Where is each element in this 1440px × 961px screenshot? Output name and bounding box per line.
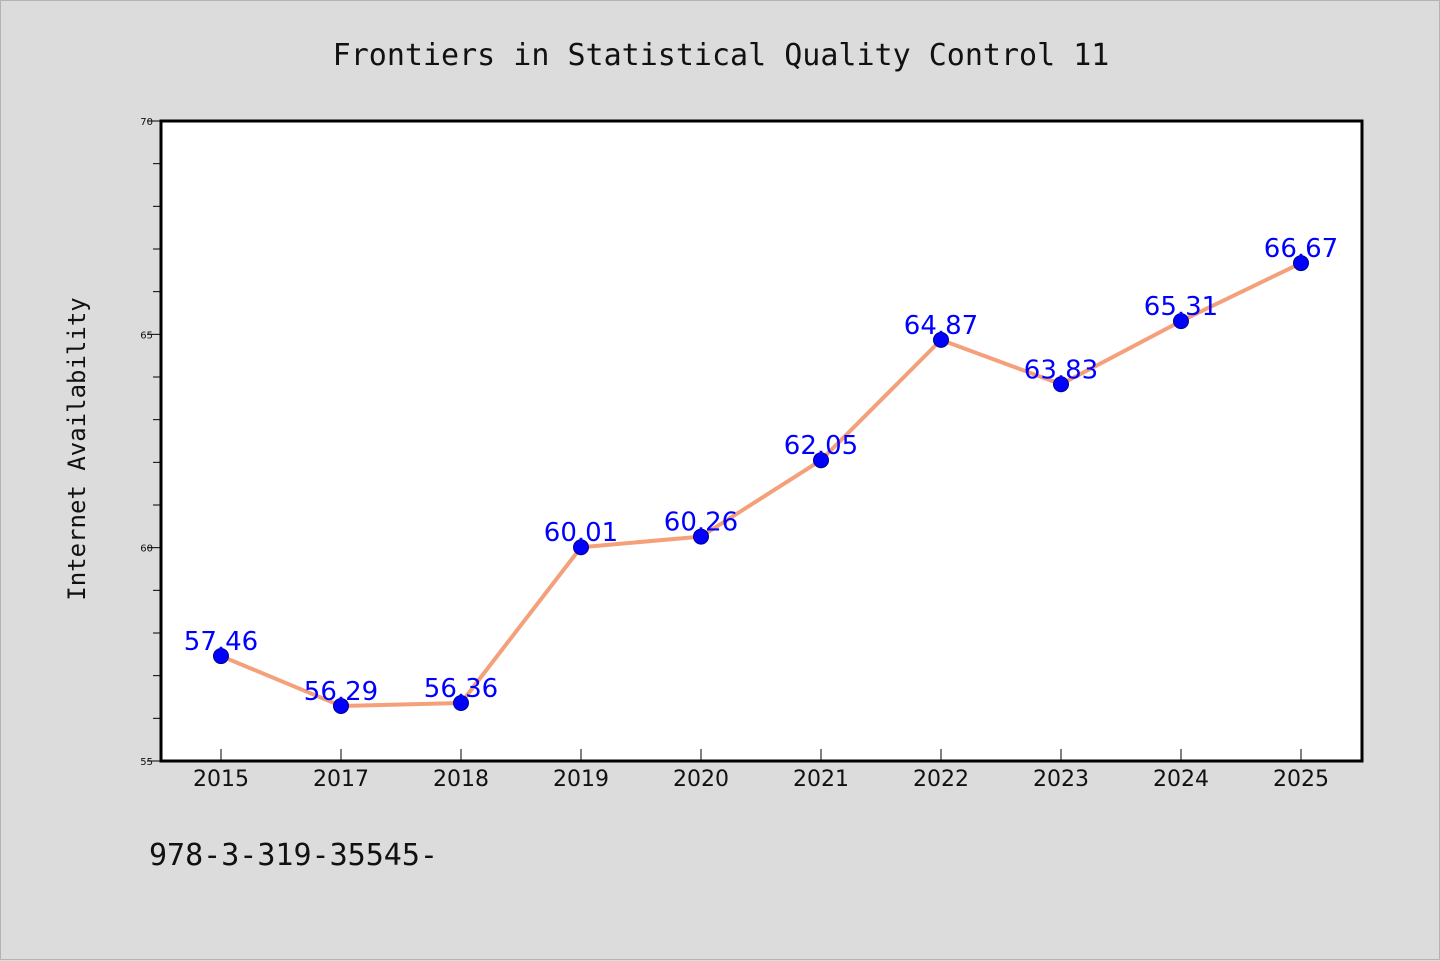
y-axis-label: Internet Availability: [63, 297, 91, 600]
data-point: [813, 452, 829, 469]
data-point: [1293, 255, 1309, 272]
data-points: [213, 255, 1309, 714]
data-point: [453, 694, 469, 711]
data-label: 57.46: [184, 627, 258, 657]
data-label: 65.31: [1144, 292, 1218, 322]
series-line: [220, 261, 1302, 708]
data-point: [213, 648, 229, 665]
x-tick-label: 2018: [433, 767, 489, 792]
data-label: 56.29: [304, 677, 378, 707]
x-tick-label: 2024: [1153, 767, 1209, 792]
data-label: 63.83: [1024, 355, 1098, 385]
y-tick-label: 70: [140, 117, 153, 128]
x-tick-label: 2015: [193, 767, 249, 792]
data-label: 60.26: [664, 508, 738, 538]
x-tick-label: 2019: [553, 767, 609, 792]
x-tick-label: 2022: [913, 767, 969, 792]
data-label: 56.36: [424, 674, 498, 704]
x-tick-label: 2017: [313, 767, 369, 792]
footer-isbn: 978-3-319-35545-: [149, 838, 438, 873]
x-tick-label: 2025: [1273, 767, 1329, 792]
x-axis-ticks: 2015 2017 2018 2019 2020 2021 2022 2023 2024 2025: [193, 749, 1329, 792]
y-axis-ticks: 55 60 65 70: [140, 117, 161, 768]
x-tick-label: 2020: [673, 767, 729, 792]
data-label: 66.67: [1264, 234, 1338, 264]
chart-title: Frontiers in Statistical Quality Control…: [333, 38, 1110, 73]
data-point: [1173, 313, 1189, 330]
y-tick-label: 55: [140, 757, 153, 768]
data-label: 62.05: [784, 431, 858, 461]
plot-area: [159, 119, 1364, 763]
y-tick-label: 60: [140, 544, 153, 555]
data-point: [693, 528, 709, 545]
data-point: [1053, 376, 1069, 393]
x-tick-label: 2023: [1033, 767, 1089, 792]
data-labels: 57.46 56.29 56.36 60.01 60.26 62.05 64.87 63.83…: [184, 234, 1338, 707]
y-tick-label: 65: [140, 330, 153, 341]
data-point: [333, 697, 349, 714]
data-label: 60.01: [544, 518, 618, 548]
data-point: [573, 539, 589, 556]
data-label: 64.87: [904, 311, 978, 341]
data-point: [933, 331, 949, 348]
x-tick-label: 2021: [793, 767, 849, 792]
